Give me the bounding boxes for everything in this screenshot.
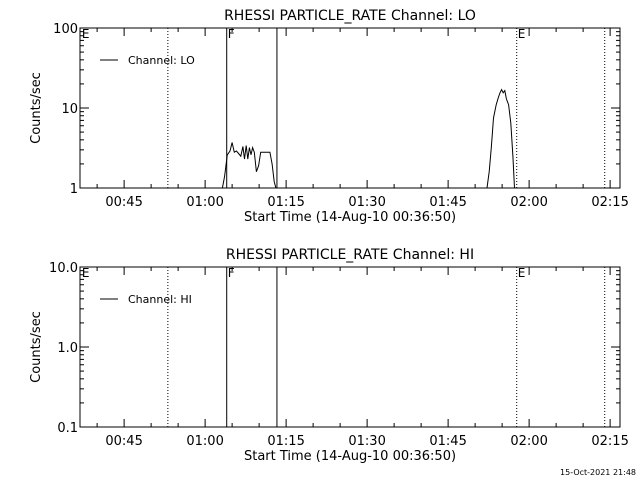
x-tick-label: 01:45 [429, 195, 466, 210]
x-tick-label: 01:00 [186, 195, 223, 210]
event-marker-label: E [518, 27, 526, 41]
plot-frame [79, 27, 621, 189]
x-tick-label: 01:15 [267, 195, 304, 210]
y-tick-label: 10 [61, 102, 78, 117]
x-tick-label: 02:15 [591, 434, 628, 449]
series-line [486, 88, 515, 189]
y-tick-label: 0.1 [57, 421, 78, 436]
x-tick-label: 01:45 [429, 434, 466, 449]
x-tick-label: 01:30 [348, 434, 385, 449]
chart-title: RHESSI PARTICLE_RATE Channel: HI [226, 247, 474, 263]
x-tick-label: 01:15 [267, 434, 304, 449]
x-tick-label: 02:15 [591, 195, 628, 210]
event-marker-label: E [82, 27, 90, 41]
plot-frame [79, 266, 621, 428]
chart-title: RHESSI PARTICLE_RATE Channel: LO [224, 8, 476, 24]
chart-panel-lo: RHESSI PARTICLE_RATE Channel: LO 1 10 100 Co… [29, 8, 629, 225]
x-axis-label: Start Time (14-Aug-10 00:36:50) [244, 210, 456, 225]
legend-label: Channel: LO [128, 54, 195, 67]
x-tick-label: 00:45 [105, 434, 142, 449]
y-tick-label: 10.0 [49, 261, 78, 276]
legend-label: Channel: HI [128, 293, 192, 306]
y-tick-label: 1 [70, 182, 78, 197]
footer-timestamp: 15-Oct-2021 21:48 [560, 468, 636, 477]
event-marker-label: E [518, 266, 526, 280]
x-axis-label: Start Time (14-Aug-10 00:36:50) [244, 449, 456, 464]
x-tick-label: 02:00 [510, 434, 547, 449]
y-axis-label: Counts/sec [29, 72, 44, 144]
x-tick-label: 01:30 [348, 195, 385, 210]
y-tick-label: 1.0 [57, 341, 78, 356]
x-tick-label: 00:45 [105, 195, 142, 210]
y-axis-label: Counts/sec [29, 311, 44, 383]
event-marker-label: F [228, 27, 235, 41]
chart-panel-hi: RHESSI PARTICLE_RATE Channel: HI 0.1 1.0 10… [29, 247, 629, 464]
y-tick-label: 100 [53, 22, 78, 37]
x-tick-label: 01:00 [186, 434, 223, 449]
x-tick-label: 02:00 [510, 195, 547, 210]
series-line [221, 142, 277, 189]
event-marker-label: F [228, 266, 235, 280]
event-marker-label: E [82, 266, 90, 280]
